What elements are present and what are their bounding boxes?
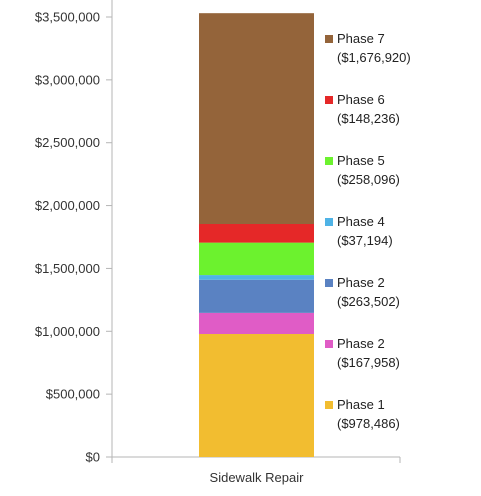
legend-series-name: Phase 2 [337,275,385,290]
legend-swatch [325,96,333,104]
legend-entry: Phase 4 ($37,194) [325,214,393,248]
legend-series-value: ($258,096) [337,172,400,187]
legend-entry: Phase 2 ($263,502) [325,275,400,309]
legend: Phase 7($1,676,920)Phase 6($148,236)Phas… [325,31,411,431]
x-axis-categories: Sidewalk Repair [210,470,305,485]
y-tick-label: $3,000,000 [35,72,100,87]
legend-series-name: Phase 1 [337,397,385,412]
y-axis-ticks: $0 $500,000 $1,000,000 $1,500,000 $2,000,000… [35,10,112,465]
legend-series-name: Phase 5 [337,153,385,168]
legend-entry: Phase 7 ($1,676,920) [325,31,411,65]
y-tick-label: $500,000 [46,387,100,402]
legend-series-value: ($148,236) [337,111,400,126]
legend-series-value: ($978,486) [337,416,400,431]
legend-series-name: Phase 2 [337,336,385,351]
y-tick-label: $1,500,000 [35,261,100,276]
bar-segment-1 [199,333,314,457]
bar-segment-3 [199,279,314,313]
y-tick-label: $1,000,000 [35,324,100,339]
y-tick-label: $0 [86,450,100,465]
legend-series-value: ($263,502) [337,294,400,309]
bar-stack [199,13,314,457]
legend-swatch [325,401,333,409]
bar-segment-6 [199,223,314,243]
legend-series-name: Phase 7 [337,31,385,46]
legend-entry: Phase 1 ($978,486) [325,397,400,431]
y-tick-label: $2,500,000 [35,135,100,150]
legend-series-name: Phase 4 [337,214,385,229]
legend-entry: Phase 2 ($167,958) [325,336,400,370]
x-category-label: Sidewalk Repair [210,470,305,485]
bar-segment-2 [199,312,314,334]
legend-swatch [325,157,333,165]
legend-swatch [325,279,333,287]
legend-entry: Phase 5 ($258,096) [325,153,400,187]
legend-swatch [325,218,333,226]
legend-swatch [325,340,333,348]
y-tick-label: $3,500,000 [35,10,100,25]
legend-entry: Phase 6 ($148,236) [325,92,400,126]
bar-segment-4 [199,275,314,280]
legend-series-value: ($37,194) [337,233,393,248]
bar-segment-7 [199,13,314,224]
legend-series-name: Phase 6 [337,92,385,107]
legend-swatch [325,35,333,43]
y-tick-label: $2,000,000 [35,198,100,213]
bar-segment-5 [199,242,314,276]
legend-series-value: ($167,958) [337,355,400,370]
legend-series-value: ($1,676,920) [337,50,411,65]
